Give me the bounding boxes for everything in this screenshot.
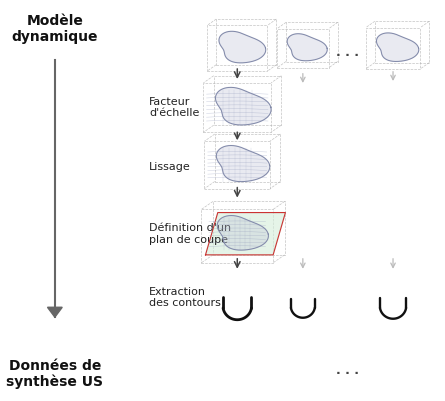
Text: Modèle
dynamique: Modèle dynamique: [12, 14, 98, 44]
Text: . . .: . . .: [336, 46, 360, 59]
Polygon shape: [206, 213, 285, 255]
Polygon shape: [215, 87, 271, 125]
Text: Lissage: Lissage: [149, 162, 191, 172]
Text: . . .: . . .: [336, 364, 360, 377]
Text: Données de
synthèse US: Données de synthèse US: [6, 358, 103, 389]
Polygon shape: [216, 146, 270, 182]
Polygon shape: [287, 34, 327, 61]
Polygon shape: [376, 33, 419, 61]
Polygon shape: [48, 307, 62, 317]
Text: Définition d'un
plan de coupe: Définition d'un plan de coupe: [149, 223, 231, 245]
Polygon shape: [219, 31, 266, 63]
Polygon shape: [217, 215, 268, 250]
Text: Facteur
d'échelle: Facteur d'échelle: [149, 97, 199, 118]
Text: Extraction
des contours: Extraction des contours: [149, 287, 221, 308]
